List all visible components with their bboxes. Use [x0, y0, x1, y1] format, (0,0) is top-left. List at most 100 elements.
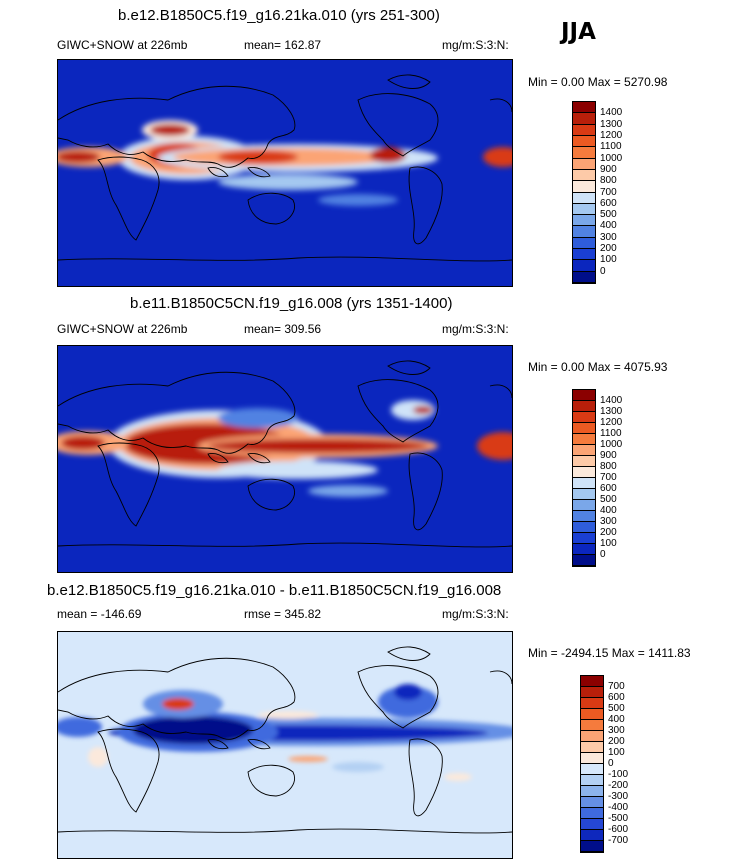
- panel-2-colorbar: 1400 1300 1200 1100 1000 900 800 700 600 500 400 30…: [572, 389, 622, 567]
- colorbar-tick-label: 400: [600, 505, 617, 516]
- colorbar-tick-label: -300: [608, 791, 629, 802]
- colorbar-swatch: [581, 676, 603, 687]
- colorbar-tick-label: -700: [608, 835, 629, 846]
- colorbar-tick-label: -200: [608, 780, 629, 791]
- colorbar-tick-label: -400: [608, 802, 629, 813]
- colorbar-swatch: [573, 401, 595, 412]
- colorbar-tick-label: -600: [608, 824, 629, 835]
- colorbar-tick-label: 400: [600, 220, 617, 232]
- colorbar-swatch: [573, 511, 595, 522]
- colorbar-tick-label: 500: [608, 703, 625, 714]
- colorbar-swatch: [573, 102, 595, 114]
- panel-3-title: b.e12.B1850C5.f19_g16.21ka.010 - b.e11.B…: [47, 582, 502, 599]
- panel-1-units-label: mg/m:S:3:N:: [442, 38, 509, 52]
- colorbar-swatch: [581, 709, 603, 720]
- panel-2-units-label: mg/m:S:3:N:: [442, 322, 509, 336]
- colorbar-tick-label: 1400: [600, 107, 623, 119]
- colorbar-swatch: [581, 687, 603, 698]
- colorbar-swatch: [573, 533, 595, 544]
- colorbar-swatch: [573, 445, 595, 456]
- panel-2-map: [57, 345, 513, 573]
- panel-3-minmax-label: Min = -2494.15 Max = 1411.83: [528, 646, 691, 660]
- colorbar-swatch: [573, 390, 595, 401]
- colorbar-swatch: [581, 753, 603, 764]
- colorbar-tick-label: 0: [600, 549, 606, 560]
- colorbar-tick-label: 1300: [600, 406, 623, 417]
- panel-3-units-label: mg/m:S:3:N:: [442, 607, 509, 621]
- colorbar-tick-label: 200: [600, 527, 617, 538]
- colorbar-tick-label: 1000: [600, 152, 623, 164]
- colorbar-swatch: [573, 478, 595, 489]
- colorbar-tick-label: -100: [608, 769, 629, 780]
- colorbar-tick-label: 600: [600, 483, 617, 494]
- colorbar-swatch: [573, 500, 595, 511]
- panel-2-variable-label: GIWC+SNOW at 226mb: [57, 322, 188, 336]
- colorbar-tick-label: 100: [600, 538, 617, 549]
- colorbar-swatch: [573, 489, 595, 500]
- colorbar-tick-label: 500: [600, 209, 617, 221]
- colorbar-swatch: [573, 260, 595, 272]
- colorbar-tick-label: 1400: [600, 395, 623, 406]
- colorbar-tick-label: 1200: [600, 129, 623, 141]
- colorbar-tick-label: 800: [600, 175, 617, 187]
- panel-2-mean-label: mean= 309.56: [244, 322, 322, 336]
- colorbar-tick-label: 400: [608, 714, 625, 725]
- colorbar-swatch: [573, 237, 595, 250]
- colorbar-swatch: [573, 271, 595, 283]
- panel-2-title: b.e11.B1850C5CN.f19_g16.008 (yrs 1351-14…: [130, 295, 453, 312]
- colorbar-swatch: [581, 786, 603, 797]
- colorbar-swatch: [573, 412, 595, 423]
- colorbar-tick-label: 1200: [600, 417, 623, 428]
- colorbar-swatch: [581, 775, 603, 786]
- colorbar-tick-label: 300: [600, 516, 617, 527]
- colorbar-tick-label: 300: [608, 725, 625, 736]
- panel-1-map: [57, 59, 513, 287]
- field-features: [58, 120, 512, 206]
- panel-3-rmse-label: rmse = 345.82: [244, 607, 322, 621]
- colorbar-swatch: [573, 181, 595, 193]
- colorbar-swatch: [581, 819, 603, 830]
- colorbar-tick-label: 1000: [600, 439, 623, 450]
- map-background: [58, 60, 512, 286]
- coastlines: [58, 360, 512, 548]
- colorbar-tick-label: 1100: [600, 428, 622, 439]
- panel-1-title: b.e12.B1850C5.f19_g16.21ka.010 (yrs 251-…: [118, 7, 440, 24]
- colorbar-tick-label: 700: [608, 681, 625, 692]
- coastlines: [58, 74, 512, 262]
- colorbar-swatch: [573, 147, 595, 159]
- panel-3-map: [57, 631, 513, 859]
- colorbar-swatch: [581, 797, 603, 808]
- coastlines: [58, 646, 512, 834]
- colorbar-swatch: [573, 423, 595, 434]
- colorbar-tick-label: 700: [600, 186, 617, 198]
- colorbar-swatch: [573, 226, 595, 238]
- season-label: JJA: [561, 19, 596, 45]
- panel-1-variable-label: GIWC+SNOW at 226mb: [57, 38, 188, 52]
- panel-1-mean-label: mean= 162.87: [244, 38, 322, 52]
- panel-1-colorbar: 1400 1300 1200 1100 1000 900 800 700 600 500 400 30…: [572, 101, 622, 284]
- colorbar-swatch: [581, 698, 603, 709]
- colorbar-swatch: [573, 456, 595, 467]
- field-features: [58, 684, 512, 781]
- colorbar-swatch: [581, 841, 603, 852]
- colorbar-tick-label: 1300: [600, 118, 623, 130]
- colorbar-tick-label: 200: [600, 243, 617, 255]
- colorbar-swatch: [581, 720, 603, 731]
- colorbar-swatch: [573, 192, 595, 204]
- colorbar-swatch: [581, 808, 603, 819]
- colorbar-tick-label: 900: [600, 450, 617, 461]
- colorbar-swatch: [573, 215, 595, 227]
- panel-2-minmax-label: Min = 0.00 Max = 4075.93: [528, 360, 668, 374]
- colorbar-swatch: [573, 135, 595, 148]
- colorbar-swatch: [573, 249, 595, 261]
- panel-1-minmax-label: Min = 0.00 Max = 5270.98: [528, 75, 668, 89]
- panel-3-mean-label: mean = -146.69: [57, 607, 142, 621]
- colorbar-tick-label: 100: [600, 254, 617, 266]
- colorbar-tick-label: 800: [600, 461, 617, 472]
- colorbar-swatch: [573, 434, 595, 445]
- colorbar-swatch: [573, 544, 595, 555]
- colorbar-tick-label: 500: [600, 494, 617, 505]
- colorbar-swatch: [573, 522, 595, 533]
- colorbar-tick-label: 200: [608, 736, 625, 747]
- colorbar-tick-label: 300: [600, 231, 617, 243]
